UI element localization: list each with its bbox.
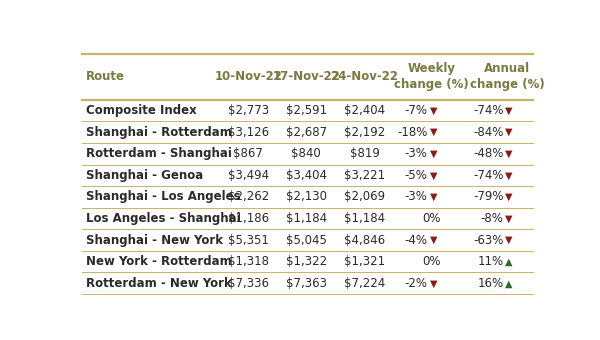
Text: -2%: -2% xyxy=(405,277,428,290)
Text: $840: $840 xyxy=(292,147,321,160)
Text: -7%: -7% xyxy=(405,104,428,117)
Text: ▼: ▼ xyxy=(505,127,513,137)
Text: 10-Nov-22: 10-Nov-22 xyxy=(214,70,282,83)
Text: 16%: 16% xyxy=(478,277,503,290)
Text: $1,184: $1,184 xyxy=(344,212,385,225)
Text: $7,363: $7,363 xyxy=(286,277,327,290)
Text: -3%: -3% xyxy=(405,147,428,160)
Text: $2,404: $2,404 xyxy=(344,104,385,117)
Text: ▼: ▼ xyxy=(505,192,513,202)
Text: ▼: ▼ xyxy=(505,105,513,116)
Text: $2,687: $2,687 xyxy=(286,125,327,139)
Text: $819: $819 xyxy=(350,147,379,160)
Text: $2,262: $2,262 xyxy=(227,190,269,203)
Text: 17-Nov-22: 17-Nov-22 xyxy=(272,70,340,83)
Text: Shanghai - New York: Shanghai - New York xyxy=(86,234,223,246)
Text: Shanghai - Los Angeles: Shanghai - Los Angeles xyxy=(86,190,241,203)
Text: $2,773: $2,773 xyxy=(227,104,269,117)
Text: $7,336: $7,336 xyxy=(228,277,269,290)
Text: $1,322: $1,322 xyxy=(286,255,327,268)
Text: ▼: ▼ xyxy=(505,214,513,223)
Text: ▼: ▼ xyxy=(430,170,437,180)
Text: $1,184: $1,184 xyxy=(286,212,327,225)
Text: Annual
change (%): Annual change (%) xyxy=(470,62,545,91)
Text: $3,221: $3,221 xyxy=(344,169,385,182)
Text: $2,591: $2,591 xyxy=(286,104,327,117)
Text: $7,224: $7,224 xyxy=(344,277,385,290)
Text: 11%: 11% xyxy=(478,255,503,268)
Text: $1,318: $1,318 xyxy=(228,255,269,268)
Text: Route: Route xyxy=(86,70,125,83)
Text: Shanghai - Rotterdam: Shanghai - Rotterdam xyxy=(86,125,232,139)
Text: ▼: ▼ xyxy=(430,278,437,288)
Text: ▼: ▼ xyxy=(430,127,437,137)
Text: $5,045: $5,045 xyxy=(286,234,327,246)
Text: -84%: -84% xyxy=(473,125,503,139)
Text: $2,192: $2,192 xyxy=(344,125,385,139)
Text: Weekly
change (%): Weekly change (%) xyxy=(394,62,469,91)
Text: ▲: ▲ xyxy=(505,257,513,267)
Text: -8%: -8% xyxy=(481,212,503,225)
Text: Rotterdam - New York: Rotterdam - New York xyxy=(86,277,232,290)
Text: 24-Nov-22: 24-Nov-22 xyxy=(331,70,398,83)
Text: $4,846: $4,846 xyxy=(344,234,385,246)
Text: 0%: 0% xyxy=(422,212,440,225)
Text: -4%: -4% xyxy=(405,234,428,246)
Text: -3%: -3% xyxy=(405,190,428,203)
Text: ▼: ▼ xyxy=(505,235,513,245)
Text: $2,069: $2,069 xyxy=(344,190,385,203)
Text: -63%: -63% xyxy=(473,234,503,246)
Text: ▲: ▲ xyxy=(505,278,513,288)
Text: Shanghai - Genoa: Shanghai - Genoa xyxy=(86,169,203,182)
Text: -18%: -18% xyxy=(397,125,428,139)
Text: Composite Index: Composite Index xyxy=(86,104,196,117)
Text: -74%: -74% xyxy=(473,169,503,182)
Text: $3,494: $3,494 xyxy=(227,169,269,182)
Text: 0%: 0% xyxy=(422,255,440,268)
Text: Rotterdam - Shanghai: Rotterdam - Shanghai xyxy=(86,147,232,160)
Text: $5,351: $5,351 xyxy=(228,234,269,246)
Text: $3,404: $3,404 xyxy=(286,169,327,182)
Text: ▼: ▼ xyxy=(430,105,437,116)
Text: $867: $867 xyxy=(233,147,263,160)
Text: Los Angeles - Shanghai: Los Angeles - Shanghai xyxy=(86,212,241,225)
Text: New York - Rotterdam: New York - Rotterdam xyxy=(86,255,232,268)
Text: ▼: ▼ xyxy=(430,192,437,202)
Text: $1,321: $1,321 xyxy=(344,255,385,268)
Text: ▼: ▼ xyxy=(430,235,437,245)
Text: -5%: -5% xyxy=(405,169,428,182)
Text: -79%: -79% xyxy=(473,190,503,203)
Text: ▼: ▼ xyxy=(430,149,437,159)
Text: ▼: ▼ xyxy=(505,149,513,159)
Text: $2,130: $2,130 xyxy=(286,190,327,203)
Text: $3,126: $3,126 xyxy=(227,125,269,139)
Text: $1,186: $1,186 xyxy=(227,212,269,225)
Text: ▼: ▼ xyxy=(505,170,513,180)
Text: -74%: -74% xyxy=(473,104,503,117)
Text: -48%: -48% xyxy=(473,147,503,160)
